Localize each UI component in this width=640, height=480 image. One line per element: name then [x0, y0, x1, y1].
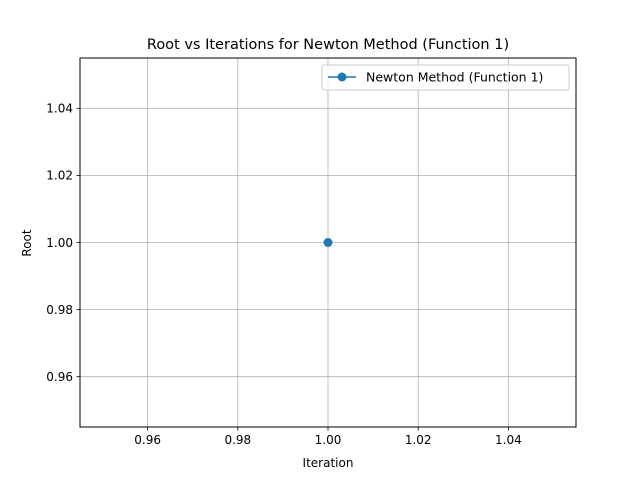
x-axis-ticks: 0.96 0.98 1.00 1.02 1.04	[134, 427, 522, 447]
legend-box	[321, 64, 570, 91]
legend: Newton Method (Function 1)	[321, 64, 570, 91]
y-tick-label: 0.96	[46, 370, 73, 384]
plot-frame	[79, 57, 577, 428]
legend-label: Newton Method (Function 1)	[366, 70, 543, 85]
y-tick-label: 0.98	[46, 303, 73, 317]
y-tick-label: 1.00	[46, 236, 73, 250]
x-tick-label: 0.96	[134, 433, 161, 447]
x-tick-label: 1.04	[495, 433, 522, 447]
x-axis-label: Iteration	[303, 456, 354, 470]
legend-marker	[337, 72, 347, 82]
x-tick-label: 0.98	[224, 433, 251, 447]
chart-title: Root vs Iterations for Newton Method (Fu…	[147, 37, 509, 53]
series-layer	[323, 238, 333, 247]
y-tick-label: 1.04	[46, 102, 73, 116]
x-tick-label: 1.00	[315, 433, 342, 447]
y-tick-label: 1.02	[46, 169, 73, 183]
data-point	[323, 238, 333, 247]
y-axis-ticks: 0.96 0.98 1.00 1.02 1.04	[46, 102, 80, 384]
x-tick-label: 1.02	[405, 433, 432, 447]
y-axis-label: Root	[20, 229, 34, 256]
